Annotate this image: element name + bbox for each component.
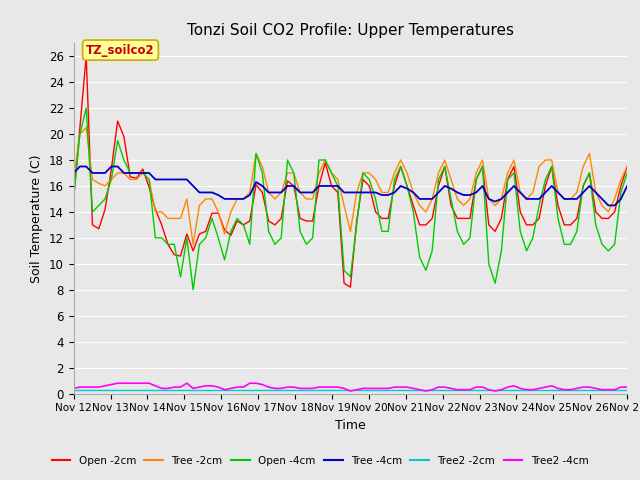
Title: Tonzi Soil CO2 Profile: Upper Temperatures: Tonzi Soil CO2 Profile: Upper Temperatur… bbox=[187, 23, 514, 38]
X-axis label: Time: Time bbox=[335, 419, 366, 432]
Legend: Open -2cm, Tree -2cm, Open -4cm, Tree -4cm, Tree2 -2cm, Tree2 -4cm: Open -2cm, Tree -2cm, Open -4cm, Tree -4… bbox=[47, 452, 593, 470]
Text: TZ_soilco2: TZ_soilco2 bbox=[86, 44, 155, 57]
Y-axis label: Soil Temperature (C): Soil Temperature (C) bbox=[30, 154, 44, 283]
